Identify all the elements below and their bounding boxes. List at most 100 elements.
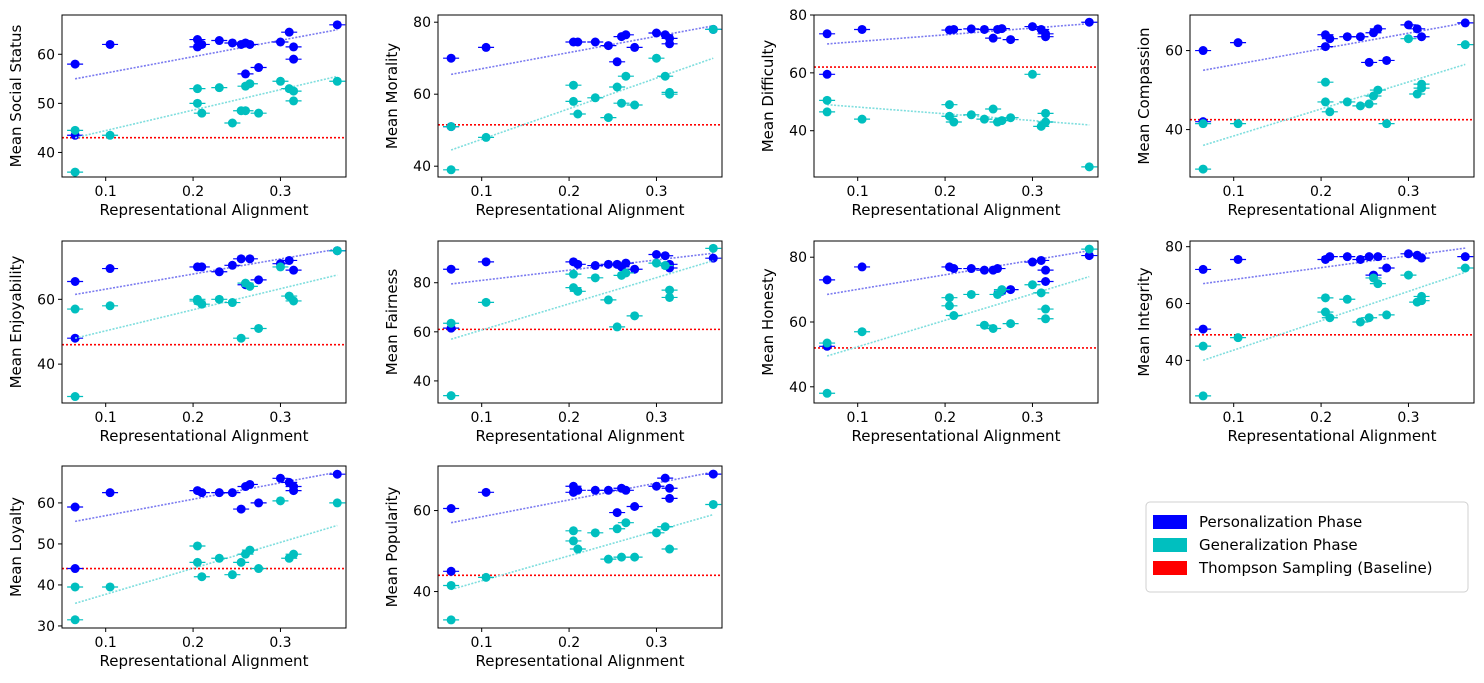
data-point <box>590 485 600 495</box>
data-point <box>192 541 202 551</box>
data-point <box>214 488 224 498</box>
subplot-6: 0.1 0.2 0.3 40 60 80 Representational Alignmen… <box>383 240 723 445</box>
data-point <box>966 289 976 299</box>
data-point <box>105 582 115 592</box>
y-tick-label: 40 <box>1165 123 1183 139</box>
data-point <box>573 37 583 47</box>
data-point <box>227 38 237 48</box>
data-point <box>1460 263 1470 273</box>
trend-line <box>74 248 338 296</box>
data-point <box>227 488 237 498</box>
data-point <box>197 488 207 498</box>
legend-label: Personalization Phase <box>1199 513 1362 531</box>
data-point <box>660 251 670 261</box>
data-point <box>822 388 832 398</box>
data-point <box>822 29 832 39</box>
data-point <box>481 132 491 142</box>
y-tick-label: 40 <box>413 374 431 390</box>
data-point <box>227 298 237 308</box>
data-point <box>979 265 989 275</box>
plot-area <box>438 24 722 175</box>
data-point <box>1041 314 1051 324</box>
data-point <box>1198 391 1208 401</box>
data-point <box>1027 280 1037 290</box>
data-point <box>227 260 237 270</box>
trend-line <box>1203 247 1466 285</box>
data-point <box>289 296 299 306</box>
data-point <box>446 391 456 401</box>
data-point <box>708 253 718 263</box>
data-point <box>1325 107 1335 117</box>
data-point <box>284 255 294 265</box>
data-point <box>241 106 251 116</box>
data-point <box>949 311 959 321</box>
data-point <box>446 53 456 63</box>
data-point <box>590 93 600 103</box>
data-point <box>665 292 675 302</box>
data-point <box>1417 83 1427 93</box>
subplot-5: 0.1 0.2 0.3 40 60 Representational Alignment M… <box>7 240 347 445</box>
trend-line <box>74 28 338 80</box>
x-tick-label: 0.2 <box>1310 184 1332 200</box>
data-point <box>245 39 255 49</box>
data-point <box>254 63 264 73</box>
data-point <box>665 89 675 99</box>
data-point <box>254 108 264 118</box>
data-point <box>275 37 285 47</box>
x-tick-label: 0.2 <box>558 184 580 200</box>
data-point <box>1198 119 1208 129</box>
plot-frame <box>61 465 347 629</box>
data-point <box>1233 254 1243 264</box>
data-point <box>289 42 299 52</box>
trend-line <box>450 259 714 340</box>
plot-frame <box>1189 14 1475 178</box>
data-point <box>446 122 456 132</box>
data-point <box>1417 296 1427 306</box>
y-axis-label: Mean Compassion <box>1135 27 1153 164</box>
data-point <box>1320 293 1330 303</box>
data-point <box>245 254 255 264</box>
data-point <box>568 536 578 546</box>
data-point <box>1460 18 1470 28</box>
data-point <box>1041 277 1051 286</box>
data-point <box>70 564 80 574</box>
legend-swatch <box>1153 515 1187 529</box>
legend: Personalization Phase Generalization Phas… <box>1145 501 1469 593</box>
x-tick-label: 0.2 <box>182 635 204 651</box>
plot-area <box>62 20 346 177</box>
data-point <box>1364 313 1374 323</box>
data-point <box>481 297 491 307</box>
x-tick-label: 0.2 <box>934 184 956 200</box>
trend-line <box>827 22 1090 45</box>
data-point <box>1233 38 1243 48</box>
data-point <box>1403 34 1413 44</box>
data-point <box>617 98 627 108</box>
data-point <box>1325 252 1335 262</box>
plot-area <box>62 469 346 625</box>
data-point <box>1198 46 1208 56</box>
x-axis-label: Representational Alignment <box>100 427 309 445</box>
data-point <box>289 86 299 96</box>
plot-frame <box>813 14 1099 178</box>
data-point <box>1198 264 1208 274</box>
data-point <box>1325 34 1335 44</box>
y-tick-label: 40 <box>789 380 807 396</box>
data-point <box>275 262 285 272</box>
data-point <box>1084 244 1094 254</box>
data-point <box>630 552 640 562</box>
data-point <box>665 483 675 493</box>
data-point <box>603 113 613 123</box>
data-point <box>949 24 959 34</box>
plot-area <box>814 17 1098 172</box>
data-point <box>1403 20 1413 30</box>
data-point <box>621 71 631 81</box>
y-tick-label: 60 <box>413 87 431 103</box>
data-point <box>651 528 661 538</box>
data-point <box>822 107 832 117</box>
data-point <box>214 36 224 46</box>
data-point <box>1417 253 1427 263</box>
data-point <box>254 498 264 508</box>
data-point <box>966 110 976 120</box>
data-point <box>573 259 583 269</box>
data-point <box>1382 310 1392 320</box>
